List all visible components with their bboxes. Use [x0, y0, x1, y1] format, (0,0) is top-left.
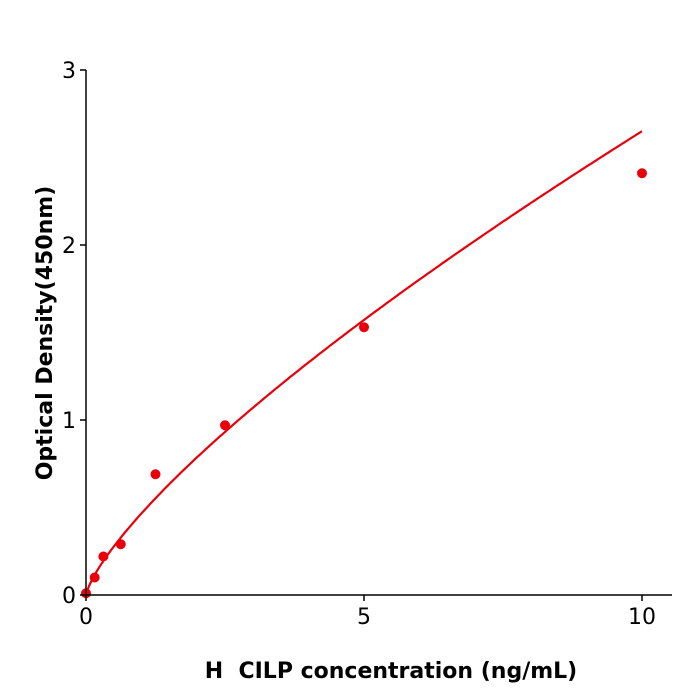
y-tick-label: 1: [62, 409, 76, 434]
data-point: [359, 322, 369, 333]
fit-curve: [84, 130, 643, 596]
y-tick-label: 3: [62, 59, 76, 84]
y-tick-label: 2: [62, 234, 76, 259]
x-tick-label: 5: [357, 605, 371, 630]
data-point: [98, 551, 109, 562]
y-axis-label: Optical Density(450nm): [33, 186, 58, 481]
x-tick-label: 10: [628, 605, 656, 630]
data-point: [150, 469, 161, 480]
x-axis-label: H CILP concentration (ng/mL): [205, 659, 578, 684]
data-point: [220, 420, 230, 431]
x-tick-label: 0: [79, 605, 93, 630]
data-point: [89, 572, 100, 583]
data-point: [115, 539, 126, 550]
y-tick-label: 0: [62, 584, 76, 609]
data-point: [637, 168, 647, 179]
